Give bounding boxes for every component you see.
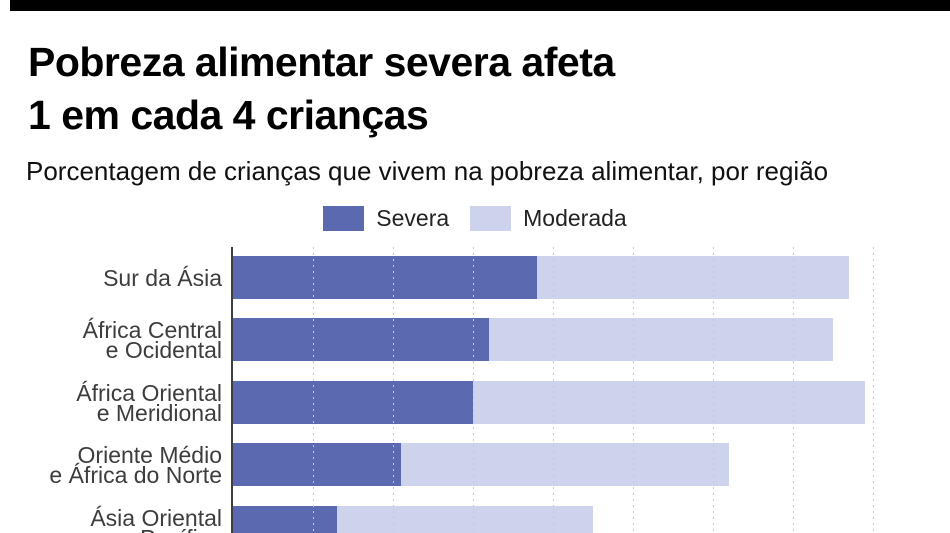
category-label-line: Ásia Oriental: [90, 504, 222, 531]
gridline: [393, 247, 394, 533]
page-title-line1: Pobreza alimentar severa afeta: [28, 39, 615, 85]
gridline: [713, 247, 714, 533]
page-title-line2: 1 em cada 4 crianças: [28, 92, 429, 138]
page-title: Pobreza alimentar severa afeta 1 em cada…: [28, 36, 908, 142]
category-label: África Central e Ocidental: [0, 316, 222, 363]
bar-segment-severa: [233, 256, 537, 299]
legend-swatch-moderada-icon: [470, 206, 512, 231]
category-label: África Oriental e Meridional: [0, 379, 222, 426]
bar-segment-moderada: [537, 256, 849, 299]
category-label-line: África Central: [82, 316, 222, 343]
category-label-line: e África do Norte: [49, 461, 222, 488]
bar-segment-severa: [233, 443, 401, 486]
legend-label: Moderada: [523, 205, 627, 231]
y-axis-line: [231, 247, 233, 533]
gridline: [553, 247, 554, 533]
legend-swatch-severa-icon: [323, 206, 365, 231]
gridline: [873, 247, 874, 533]
chart-legend: Severa Moderada: [0, 205, 950, 232]
category-label-line: África Oriental: [76, 379, 222, 406]
legend-label: Severa: [376, 205, 450, 231]
bar-segment-moderada: [489, 318, 833, 361]
bar-segment-severa: [233, 318, 489, 361]
category-label-line: Oriente Médio: [77, 441, 222, 468]
bar-segment-severa: [233, 506, 337, 533]
category-label-line: e Pacífico: [0, 526, 222, 533]
legend-item-moderada: Moderada: [470, 205, 627, 232]
gridline: [473, 247, 474, 533]
bar-segment-moderada: [473, 381, 865, 424]
legend-item-severa: Severa: [323, 205, 449, 232]
gridline: [313, 247, 314, 533]
chart-subtitle: Porcentagem de crianças que vivem na pob…: [26, 156, 829, 186]
masthead-bar: [10, 0, 950, 11]
gridline: [633, 247, 634, 533]
category-label: Oriente Médio e África do Norte: [0, 441, 222, 488]
category-label-line: Sur da Ásia: [103, 264, 222, 291]
category-label: Sur da Ásia: [0, 264, 222, 291]
category-label-line: e Ocidental: [105, 336, 222, 363]
gridline: [793, 247, 794, 533]
category-label-line: e Meridional: [96, 399, 222, 426]
bar-segment-moderada: [337, 506, 593, 533]
bar-segment-severa: [233, 381, 473, 424]
bar-segment-moderada: [401, 443, 729, 486]
